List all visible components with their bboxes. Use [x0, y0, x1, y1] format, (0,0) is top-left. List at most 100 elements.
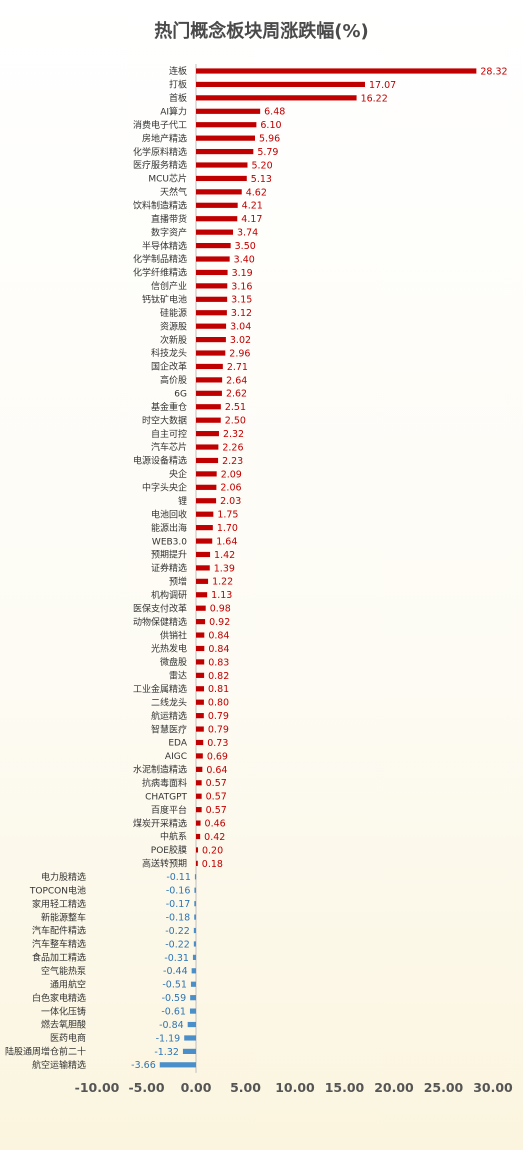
category-label: 燃去氧胆酸: [41, 1019, 86, 1031]
category-label: 航运精选: [151, 710, 187, 722]
category-label: 新能源整车: [41, 911, 86, 923]
bar: [196, 431, 219, 437]
bar: [196, 686, 205, 692]
data-label: -1.19: [156, 1033, 181, 1044]
data-label: -0.18: [166, 912, 191, 923]
category-label: 证券精选: [151, 562, 187, 574]
x-tick-label: -10.00: [75, 1080, 120, 1095]
category-label: 次新股: [160, 334, 187, 346]
data-label: -0.17: [166, 899, 191, 910]
data-label: 2.64: [226, 375, 247, 386]
data-label: 6.48: [264, 107, 285, 118]
bar: [196, 189, 242, 195]
data-label: 2.06: [220, 483, 241, 494]
bar: [196, 135, 256, 141]
x-tick-label: -5.00: [128, 1080, 164, 1095]
bar: [196, 605, 206, 611]
data-label: 0.46: [205, 818, 226, 829]
data-label: 4.17: [241, 214, 262, 225]
category-label: 饮料制造精选: [133, 200, 187, 212]
bar: [196, 578, 209, 584]
category-label: 医保支付改革: [133, 602, 187, 614]
data-label: 1.64: [216, 536, 237, 547]
data-label: 4.62: [246, 187, 267, 198]
bar: [191, 968, 196, 974]
bar: [196, 847, 198, 853]
category-label: 钙钛矿电池: [142, 294, 187, 306]
bar: [196, 766, 203, 772]
bar: [194, 901, 196, 907]
data-label: 0.82: [208, 671, 229, 682]
category-label: 水泥制造精选: [133, 764, 187, 776]
data-label: 0.57: [206, 792, 227, 803]
category-label: 电源设备精选: [133, 455, 187, 467]
category-label: 自主可控: [151, 428, 187, 440]
data-label: 0.92: [209, 617, 230, 628]
data-label: 0.98: [210, 604, 231, 615]
data-label: 0.83: [208, 657, 229, 668]
category-label: 百度平台: [151, 804, 187, 816]
category-label: 信创产业: [151, 280, 187, 292]
category-label: 食品加工精选: [32, 952, 86, 964]
category-label: 雷达: [169, 670, 187, 682]
data-label: 2.96: [229, 348, 250, 359]
data-label: 0.84: [208, 630, 229, 641]
category-label: AIGC: [165, 752, 187, 762]
bar: [196, 283, 228, 289]
data-label: 3.40: [234, 254, 255, 265]
x-tick-label: 0.00: [181, 1080, 212, 1095]
bar: [194, 887, 196, 893]
category-label: 天然气: [160, 186, 187, 198]
category-label: 消费电子代工: [133, 119, 187, 131]
bar: [196, 565, 210, 571]
category-label: 汽车芯片: [151, 441, 187, 453]
data-label: 3.12: [231, 308, 252, 319]
data-label: -0.51: [162, 980, 187, 991]
data-label: 0.57: [206, 778, 227, 789]
data-label: 5.20: [251, 160, 272, 171]
category-label: 化学制品精选: [133, 253, 187, 265]
category-label: 能源出海: [151, 522, 187, 534]
data-label: -1.32: [154, 1047, 179, 1058]
category-label: 家用轻工精选: [32, 898, 86, 910]
bar: [196, 525, 213, 531]
category-label: 数字资产: [151, 226, 187, 238]
data-label: -0.84: [159, 1020, 184, 1031]
category-label: 供销社: [160, 629, 187, 641]
bar: [196, 95, 357, 101]
data-label: 2.50: [225, 416, 246, 427]
category-label: 汽车整车精选: [32, 938, 86, 950]
data-label: -0.22: [165, 926, 190, 937]
data-label: 2.32: [223, 429, 244, 440]
bar: [196, 484, 217, 490]
bar: [159, 1062, 196, 1068]
data-label: 3.50: [235, 241, 256, 252]
category-label: 陆股通周增仓前二十: [5, 1046, 86, 1058]
x-tick-label: 30.00: [473, 1080, 513, 1095]
category-label: MCU芯片: [148, 173, 187, 185]
data-label: 28.32: [480, 66, 507, 77]
data-label: 2.62: [226, 389, 247, 400]
bar: [196, 216, 238, 222]
bar: [196, 269, 228, 276]
bar: [196, 404, 221, 410]
bar: [196, 310, 227, 316]
bar: [196, 337, 226, 343]
bar: [196, 175, 247, 182]
data-label: -0.31: [164, 953, 189, 964]
category-label: 煤炭开采精选: [133, 817, 187, 829]
category-label: 电池回收: [151, 508, 187, 520]
category-label: POE胶膜: [151, 844, 187, 856]
bar: [192, 954, 196, 960]
data-label: 0.73: [207, 738, 228, 749]
data-label: 0.69: [207, 751, 228, 762]
data-label: 0.79: [208, 711, 229, 722]
bar: [196, 551, 211, 558]
data-label: 3.16: [231, 281, 252, 292]
category-label: 一体化压铸: [41, 1005, 86, 1017]
data-label: 0.57: [206, 805, 227, 816]
category-label: 房地产精选: [142, 132, 187, 144]
bar: [187, 1021, 196, 1028]
bar: [196, 538, 213, 544]
